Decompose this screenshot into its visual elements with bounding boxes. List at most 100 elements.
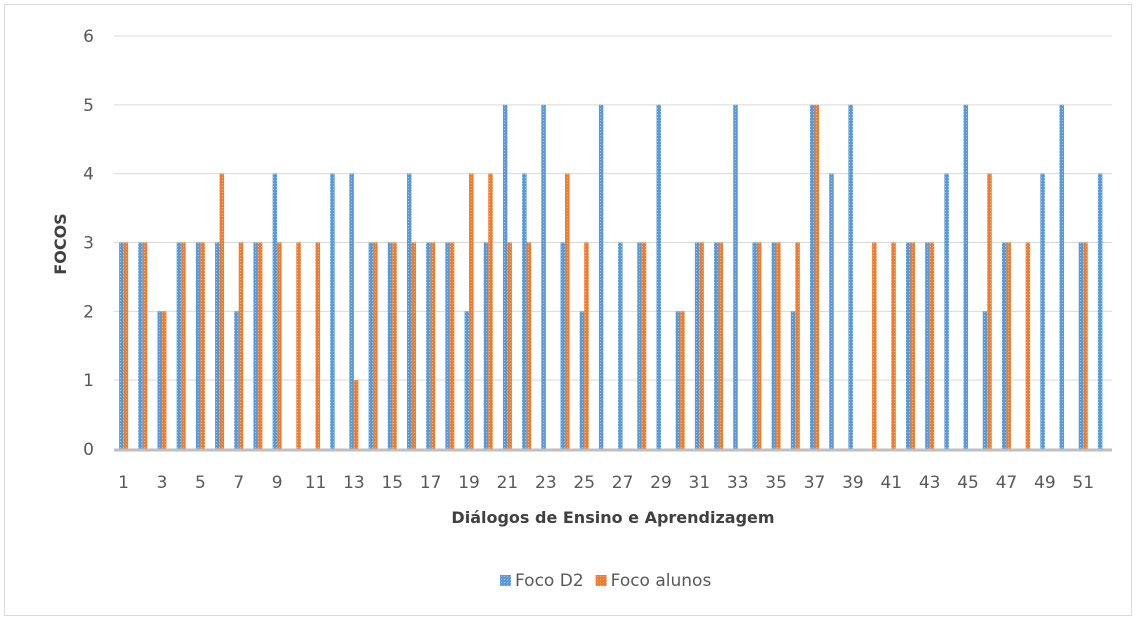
bar-foco-d2 bbox=[905, 242, 911, 449]
bar-foco-d2 bbox=[925, 242, 930, 449]
x-tick-label: 27 bbox=[612, 473, 634, 493]
x-tick-label: 3 bbox=[157, 473, 168, 493]
bar-foco-d2 bbox=[656, 104, 661, 449]
bar-foco-alunos bbox=[277, 242, 282, 449]
bar-foco-alunos bbox=[430, 242, 436, 449]
x-tick-label: 37 bbox=[804, 473, 826, 493]
bar-foco-alunos bbox=[161, 311, 167, 449]
legend: Foco D2 Foco alunos bbox=[500, 571, 711, 591]
bar-foco-d2 bbox=[579, 311, 585, 449]
bar-foco-alunos bbox=[1025, 242, 1031, 449]
bar-foco-alunos bbox=[910, 242, 915, 449]
bar-foco-alunos bbox=[200, 242, 205, 449]
legend-swatch-foco-alunos bbox=[595, 575, 607, 586]
bar-foco-alunos bbox=[718, 242, 724, 449]
bar-foco-d2 bbox=[406, 173, 412, 450]
bar-foco-d2 bbox=[618, 242, 623, 449]
bar-foco-d2 bbox=[752, 242, 757, 449]
x-tick-label: 47 bbox=[996, 473, 1018, 493]
legend-label: Foco D2 bbox=[515, 571, 584, 591]
y-tick-label: 1 bbox=[83, 371, 94, 391]
bar-foco-d2 bbox=[694, 242, 700, 449]
y-tick-label: 3 bbox=[83, 234, 94, 254]
bar-foco-d2 bbox=[176, 242, 182, 449]
bar-foco-d2 bbox=[848, 104, 853, 449]
bars bbox=[119, 104, 1103, 450]
bar-foco-alunos bbox=[565, 173, 570, 450]
bar-foco-d2 bbox=[253, 242, 258, 449]
y-tick-label: 2 bbox=[83, 302, 94, 322]
bar-foco-alunos bbox=[1006, 242, 1011, 449]
x-tick-label: 17 bbox=[420, 473, 442, 493]
bar-foco-d2 bbox=[330, 173, 335, 450]
bar-foco-d2 bbox=[637, 242, 642, 449]
bar-foco-d2 bbox=[483, 242, 489, 449]
x-tick-label: 33 bbox=[727, 473, 749, 493]
bar-foco-d2 bbox=[1001, 242, 1007, 449]
bar-foco-alunos bbox=[469, 173, 474, 450]
bar-foco-alunos bbox=[507, 242, 512, 449]
bar-foco-d2 bbox=[790, 311, 796, 449]
bar-foco-d2 bbox=[502, 104, 508, 449]
x-tick-label: 49 bbox=[1034, 473, 1056, 493]
x-tick-label: 51 bbox=[1072, 473, 1094, 493]
gridlines bbox=[114, 35, 1112, 381]
bar-foco-alunos bbox=[411, 242, 416, 449]
bar-foco-d2 bbox=[138, 242, 143, 449]
x-tick-label: 31 bbox=[689, 473, 711, 493]
bar-foco-d2 bbox=[387, 242, 393, 449]
bar-foco-alunos bbox=[795, 242, 800, 449]
bar-foco-d2 bbox=[1097, 173, 1103, 450]
bar-foco-alunos bbox=[776, 242, 781, 449]
bar-foco-d2 bbox=[598, 104, 604, 449]
legend-label: Foco alunos bbox=[611, 571, 712, 591]
bar-foco-alunos bbox=[449, 242, 455, 449]
x-tick-label: 9 bbox=[272, 473, 283, 493]
bar-foco-alunos bbox=[238, 242, 244, 449]
x-tick-label: 1 bbox=[118, 473, 129, 493]
x-tick-label: 5 bbox=[195, 473, 206, 493]
bar-foco-alunos bbox=[353, 380, 359, 449]
bar-foco-d2 bbox=[426, 242, 431, 449]
x-tick-label: 25 bbox=[573, 473, 595, 493]
bar-foco-d2 bbox=[560, 242, 566, 449]
bar-foco-alunos bbox=[296, 242, 301, 449]
bar-foco-d2 bbox=[1078, 242, 1084, 449]
bar-foco-d2 bbox=[349, 173, 354, 450]
y-axis-title: FOCOS bbox=[51, 213, 70, 274]
x-tick-label: 45 bbox=[957, 473, 979, 493]
bar-foco-d2 bbox=[733, 104, 738, 449]
bar-foco-d2 bbox=[464, 311, 470, 449]
x-tick-label: 15 bbox=[381, 473, 403, 493]
bar-foco-alunos bbox=[929, 242, 935, 449]
x-tick-label: 19 bbox=[458, 473, 480, 493]
bar-foco-d2 bbox=[829, 173, 834, 450]
bar-foco-d2 bbox=[195, 242, 201, 449]
bar-foco-d2 bbox=[445, 242, 450, 449]
bar-foco-d2 bbox=[675, 311, 681, 449]
bar-foco-alunos bbox=[872, 242, 877, 449]
bar-foco-alunos bbox=[373, 242, 378, 449]
bar-foco-alunos bbox=[891, 242, 896, 449]
bar-foco-d2 bbox=[234, 311, 239, 449]
bar-foco-alunos bbox=[526, 242, 532, 449]
x-tick-label: 41 bbox=[880, 473, 902, 493]
bar-foco-d2 bbox=[982, 311, 988, 449]
bar-foco-d2 bbox=[119, 242, 124, 449]
bar-foco-d2 bbox=[944, 173, 949, 450]
bar-foco-alunos bbox=[488, 173, 493, 450]
y-tick-label: 5 bbox=[83, 96, 94, 116]
x-tick-label: 23 bbox=[535, 473, 557, 493]
bar-foco-alunos bbox=[257, 242, 263, 449]
x-tick-label: 7 bbox=[233, 473, 244, 493]
y-tick-label: 6 bbox=[83, 27, 94, 47]
x-tick-label: 43 bbox=[919, 473, 941, 493]
x-tick-label: 13 bbox=[343, 473, 365, 493]
bar-foco-alunos bbox=[756, 242, 762, 449]
bar-foco-d2 bbox=[157, 311, 162, 449]
bar-foco-d2 bbox=[714, 242, 719, 449]
bar-foco-d2 bbox=[215, 242, 220, 449]
bar-foco-d2 bbox=[522, 173, 527, 450]
bar-foco-d2 bbox=[771, 242, 777, 449]
